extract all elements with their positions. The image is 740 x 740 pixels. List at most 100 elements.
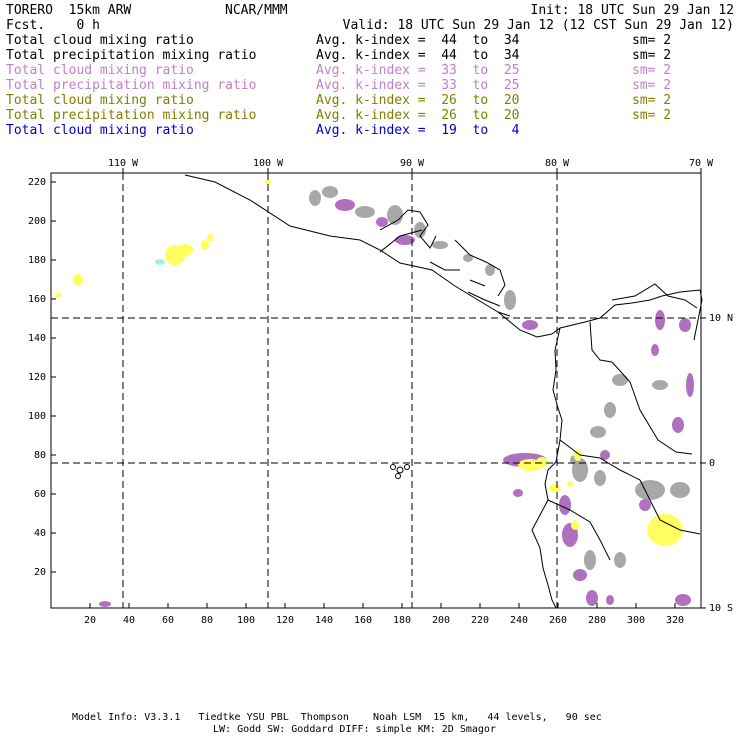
field-name: Total cloud mixing ratio [6,123,194,138]
precip-yellow [571,520,579,530]
cloud-gray [635,480,665,500]
y-tick-label: 100 [28,411,46,422]
forecast-hour: Fcst. 0 h [6,18,100,33]
cloud-gray [387,205,403,225]
cloud-gray [432,241,448,249]
precip-yellow [549,484,561,492]
precip-purple [655,310,665,330]
y-tick-label: 80 [34,450,46,461]
x-tick-label: 180 [393,615,411,626]
init-time: Init: 18 UTC Sun 29 Jan 12 [530,3,735,18]
field-name: Total precipitation mixing ratio [6,108,257,123]
weather-shapes [55,179,694,607]
coastlines [184,174,703,609]
lon-label: 110 W [108,158,139,169]
galapagos-island [395,473,401,479]
galapagos-island [390,464,396,470]
x-tick-label: 200 [432,615,450,626]
kindex-range: Avg. k-index = 44 to 34 [316,33,520,48]
physics-info: LW: Godd SW: Goddard DIFF: simple KM: 2D… [213,724,496,735]
y-tick-label: 60 [34,489,46,500]
field-name: Total precipitation mixing ratio [6,48,257,63]
precip-purple [675,594,691,606]
x-tick-label: 160 [354,615,372,626]
x-tick-label: 320 [666,615,684,626]
y-tick-label: 200 [28,216,46,227]
x-tick-label: 120 [276,615,294,626]
lat-label: 0 [709,458,715,469]
field-name: Total cloud mixing ratio [6,63,194,78]
precip-purple [376,217,388,227]
y-tick-label: 140 [28,333,46,344]
cloud-gray [463,254,473,262]
precip-yellow [647,514,683,546]
lon-label: 90 W [400,158,425,169]
precip-yellow [567,481,573,487]
precip-purple [586,590,598,606]
cloud-gray [590,426,606,438]
smoothing: sm= 2 [632,78,672,93]
x-tick-label: 80 [201,615,213,626]
border-south-america [547,321,701,561]
kindex-range: Avg. k-index = 26 to 20 [316,108,520,123]
field-name: Total cloud mixing ratio [6,93,194,108]
y-tick-label: 20 [34,567,46,578]
y-tick-label: 160 [28,294,46,305]
kindex-range: Avg. k-index = 33 to 25 [316,78,520,93]
x-tick-label: 60 [162,615,174,626]
valid-time: Valid: 18 UTC Sun 29 Jan 12 (12 CST Sun … [342,18,734,33]
cloud-gray [414,222,426,238]
precip-yellow [536,457,548,467]
precip-yellow [73,274,83,286]
y-tick-label: 180 [28,255,46,266]
lat-lon-grid [51,173,701,608]
border-lines [379,229,511,317]
model-info: Model Info: V3.3.1 Tiedtke YSU PBL Thomp… [72,712,602,723]
galapagos-island [404,464,410,470]
cloud-gray [504,290,516,310]
lat-label: 10 S [709,603,733,614]
precip-purple [522,320,538,330]
precip-yellow [207,234,213,242]
precip-purple [559,495,571,515]
organization: NCAR/MMM [225,3,288,18]
x-tick-label: 100 [237,615,255,626]
cloud-gray [584,550,596,570]
lon-label: 70 W [689,158,714,169]
smoothing: sm= 2 [632,48,672,63]
precip-yellow [265,179,271,185]
x-tick-label: 140 [315,615,333,626]
x-tick-label: 260 [549,615,567,626]
cloud-gray [355,206,375,218]
kindex-range: Avg. k-index = 26 to 20 [316,93,520,108]
precip-purple [600,450,610,460]
model-name: TORERO 15km ARW [6,3,132,18]
coastline-central-america [184,174,553,338]
field-name: Total precipitation mixing ratio [6,78,257,93]
smoothing: sm= 2 [632,63,672,78]
kindex-range: Avg. k-index = 44 to 34 [316,48,520,63]
cloud-gray [309,190,321,206]
precip-purple [672,417,684,433]
coastline-south-america [531,289,701,609]
x-tick-label: 20 [84,615,96,626]
cloud-gray [670,482,690,498]
precip-yellow [55,292,61,298]
cloud-gray [322,186,338,198]
lat-label: 10 N [709,313,733,324]
precip-purple [679,318,691,332]
cloud-gray [604,402,616,418]
axis-ticks: 110 W 100 W 90 W 80 W 70 W 10 N 0 10 S 220 200 180… [28,158,733,626]
precip-purple [651,344,659,356]
x-tick-label: 240 [510,615,528,626]
precip-purple [639,499,651,511]
cloud-gray [614,552,626,568]
precip-purple [395,235,415,245]
precip-yellow [177,244,193,256]
cloud-gray [594,470,606,486]
x-tick-label: 300 [627,615,645,626]
lon-label: 80 W [545,158,570,169]
smoothing: sm= 2 [632,33,672,48]
smoothing: sm= 2 [632,108,672,123]
precip-purple [606,595,614,605]
